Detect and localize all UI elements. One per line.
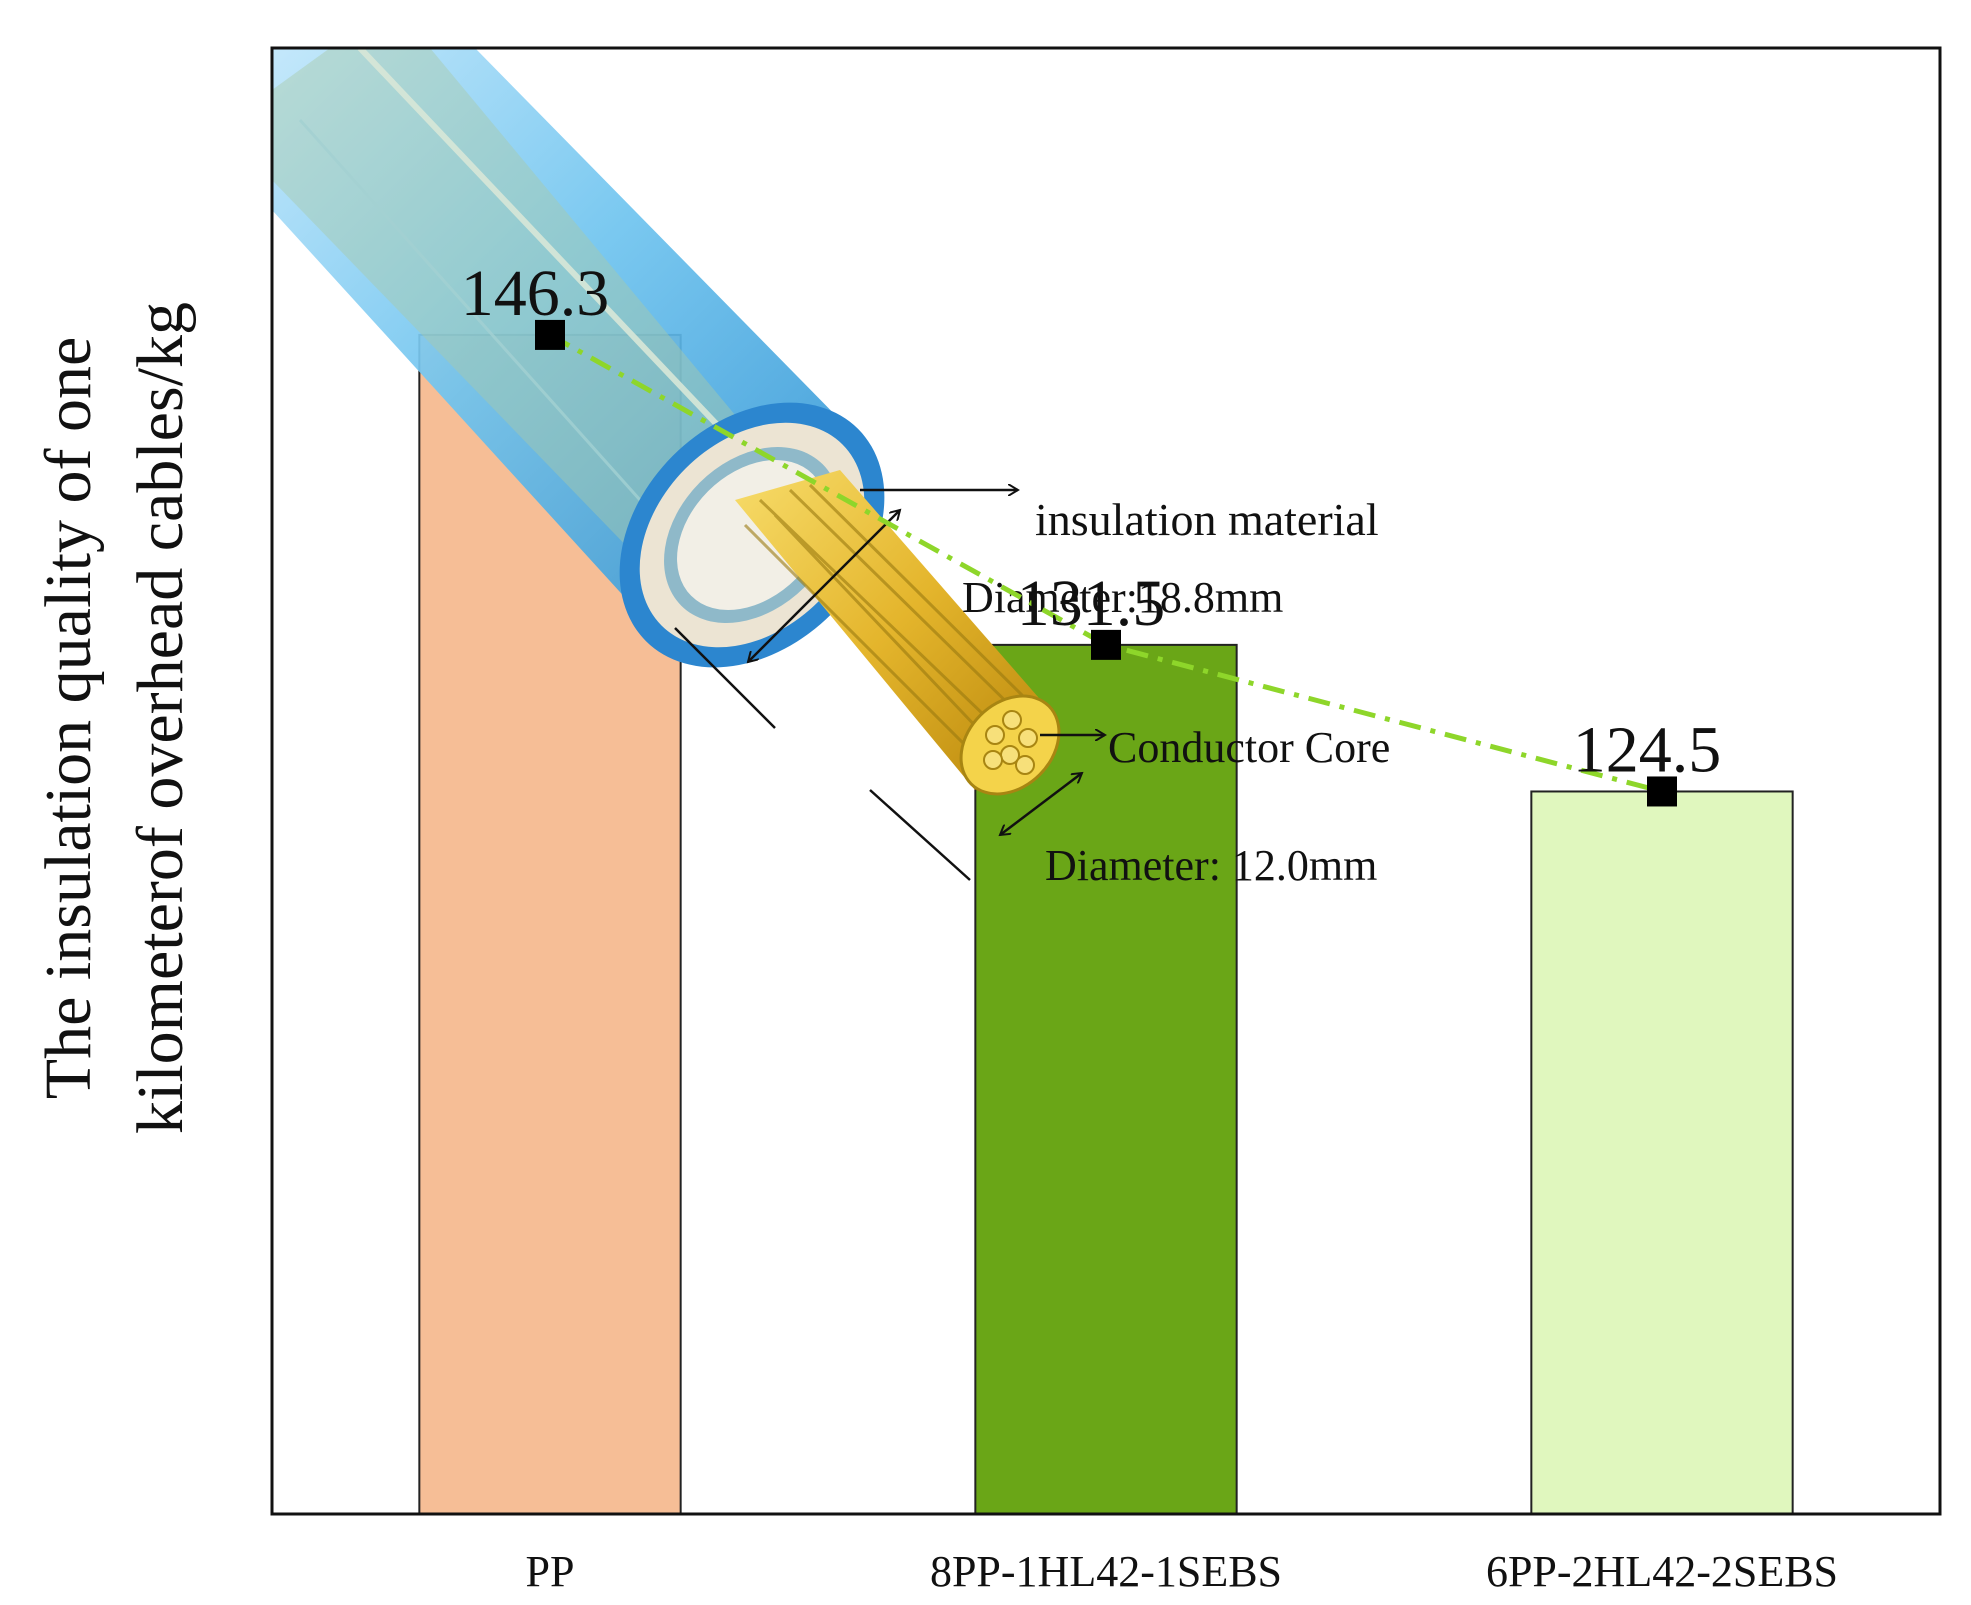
cable-cross-section-icon xyxy=(272,48,1105,881)
annotation-insulation-material: insulation material xyxy=(1035,494,1379,545)
trend-marker-2 xyxy=(1647,776,1677,807)
trend-line-group xyxy=(535,319,1677,807)
y-axis-label: The insulation quality of one kilometero… xyxy=(32,302,197,1134)
annotation-core-diameter: Diameter: 12.0mm xyxy=(1045,841,1377,890)
y-axis-label-line-1: The insulation quality of one xyxy=(32,337,105,1100)
x-tick-label-0: PP xyxy=(526,1547,575,1596)
value-label-0: 146.3 xyxy=(461,257,610,330)
trend-marker-0 xyxy=(535,319,565,350)
x-tick-label-2: 6PP-2HL42-2SEBS xyxy=(1486,1547,1838,1596)
value-label-2: 124.5 xyxy=(1573,713,1722,786)
x-tick-labels-group: PP 8PP-1HL42-1SEBS 6PP-2HL42-2SEBS xyxy=(526,1547,1839,1596)
bar-2 xyxy=(1530,790,1794,1515)
annotation-outer-diameter: Diameter:18.8mm xyxy=(962,573,1283,622)
annotation-conductor-core: Conductor Core xyxy=(1108,723,1390,772)
y-axis-label-line-2: kilometerof overhead cables/kg xyxy=(124,302,197,1134)
plot-frame xyxy=(270,46,1942,1516)
value-labels-group: 146.3 131.5 124.5 xyxy=(461,257,1722,787)
value-label-1: 131.5 xyxy=(1017,567,1166,640)
trend-marker-1 xyxy=(1091,629,1121,660)
x-tick-label-1: 8PP-1HL42-1SEBS xyxy=(930,1547,1282,1596)
trend-line xyxy=(548,332,1663,794)
